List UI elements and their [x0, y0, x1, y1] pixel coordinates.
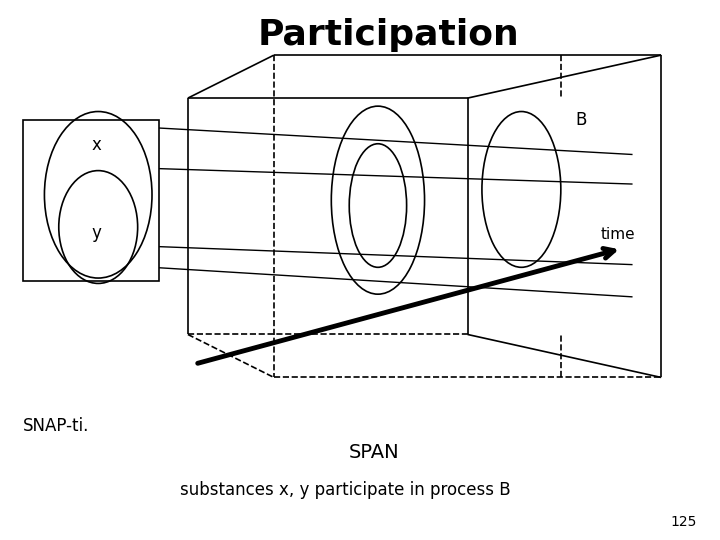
Bar — [23, 119, 159, 281]
Text: x: x — [91, 136, 101, 154]
Text: y: y — [91, 224, 101, 242]
Text: 125: 125 — [671, 516, 697, 530]
Text: B: B — [575, 111, 587, 129]
Text: time: time — [600, 227, 635, 242]
Text: SPAN: SPAN — [349, 443, 400, 462]
Text: substances x, y participate in process B: substances x, y participate in process B — [180, 481, 511, 500]
Text: Participation: Participation — [258, 17, 520, 51]
Text: SNAP-ti.: SNAP-ti. — [23, 417, 89, 435]
